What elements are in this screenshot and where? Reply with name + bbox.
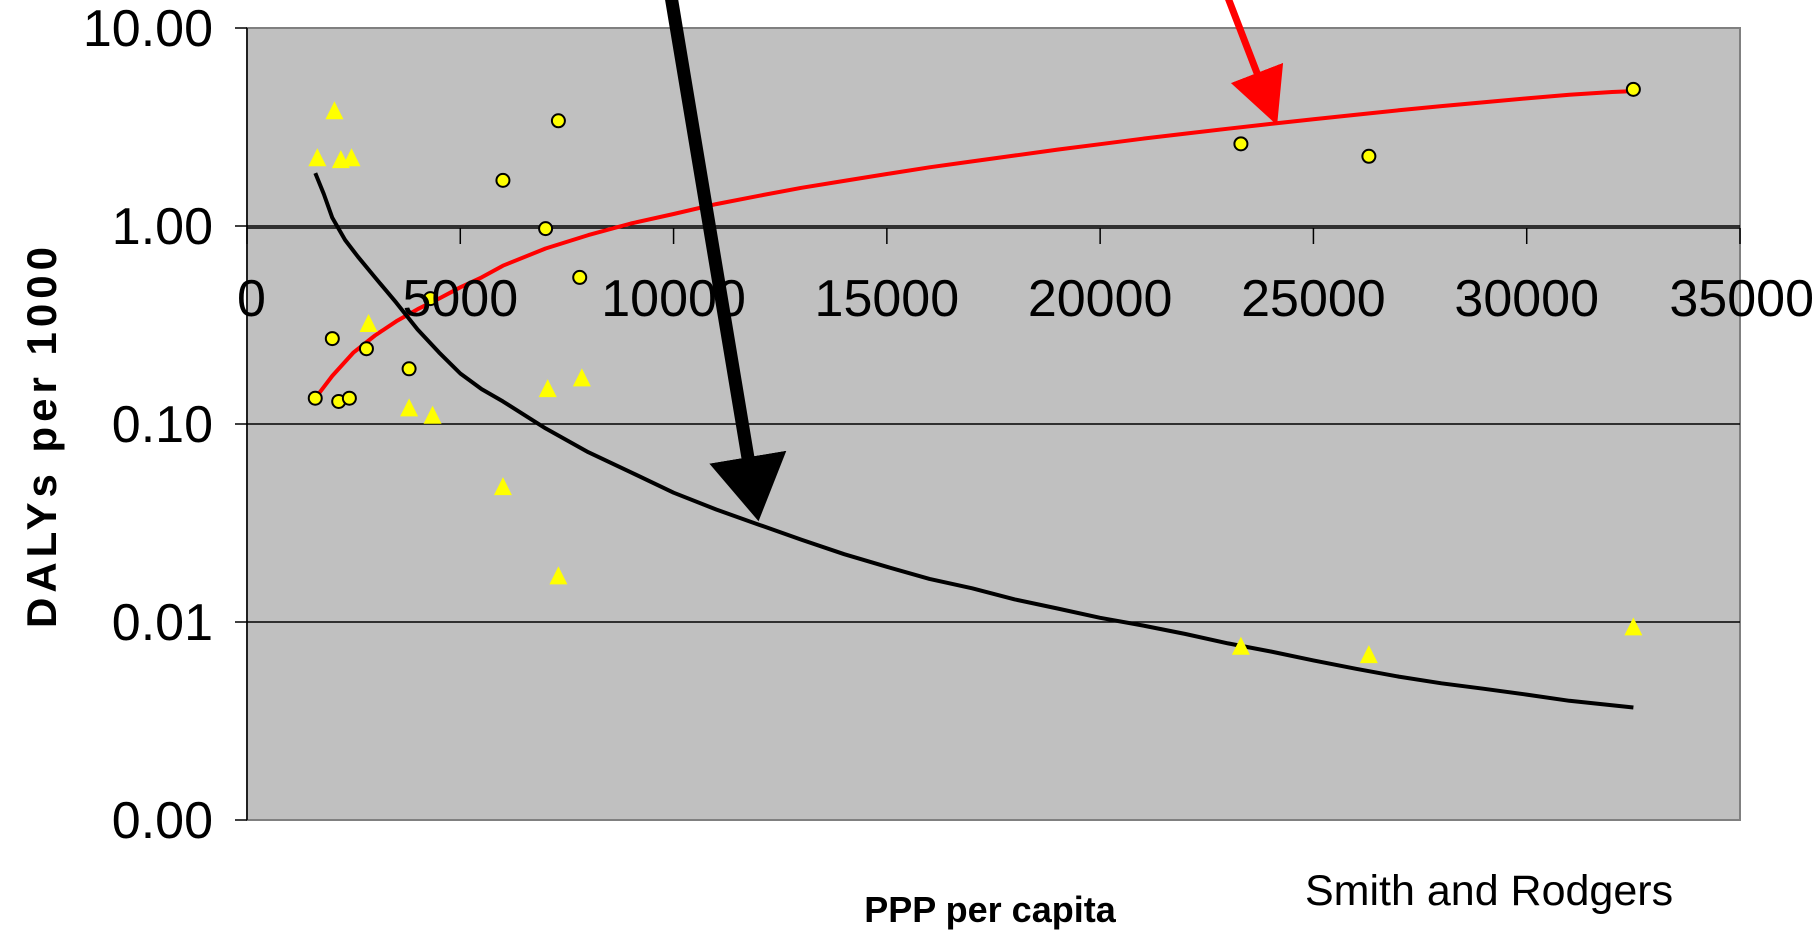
circle-point bbox=[358, 341, 374, 357]
x-tick-label: 15000 bbox=[815, 270, 960, 328]
black-pointer-arrow bbox=[665, 0, 787, 522]
triangle-point bbox=[1359, 645, 1378, 664]
triangle-point bbox=[400, 398, 419, 417]
y-tick-label: 1.00 bbox=[112, 198, 213, 256]
axes bbox=[235, 27, 1741, 821]
red-trend-line bbox=[313, 89, 1634, 400]
circle-point bbox=[401, 361, 417, 377]
x-axis-label: PPP per capita bbox=[864, 889, 1116, 930]
y-tick-label: 10.00 bbox=[83, 0, 213, 58]
x-tick-label: 30000 bbox=[1454, 270, 1599, 328]
x-tick-label: 35000 bbox=[1669, 270, 1814, 328]
triangle-point bbox=[549, 566, 568, 585]
triangle-point bbox=[359, 313, 378, 332]
circle-point bbox=[495, 172, 511, 188]
circle-point bbox=[1625, 81, 1641, 97]
y-tick-label: 0.00 bbox=[112, 792, 213, 850]
red-pointer-arrow bbox=[1225, 0, 1284, 126]
circle-point bbox=[422, 291, 438, 307]
triangle-point bbox=[308, 148, 327, 167]
tick-labels: 10.00 1.00 0.10 0.01 0.00 0 5000 10000 15000 2000… bbox=[83, 0, 1814, 850]
circle-point bbox=[572, 269, 588, 285]
x-tick-label: 0 bbox=[237, 270, 266, 328]
circle-point bbox=[341, 390, 357, 406]
triangle-point bbox=[325, 101, 344, 120]
triangle-point bbox=[493, 477, 512, 496]
data-points bbox=[307, 81, 1643, 664]
triangle-point bbox=[342, 148, 361, 167]
y-tick-label: 0.10 bbox=[112, 396, 213, 454]
x-tick-label: 10000 bbox=[601, 270, 746, 328]
circle-point bbox=[1233, 136, 1249, 152]
x-tick-label: 25000 bbox=[1241, 270, 1386, 328]
trend-curves bbox=[313, 89, 1634, 710]
triangle-point bbox=[423, 405, 442, 424]
triangle-point bbox=[1231, 636, 1250, 655]
circle-point bbox=[1361, 148, 1377, 164]
circle-point bbox=[550, 113, 566, 129]
triangle-point bbox=[538, 379, 557, 398]
circle-point bbox=[538, 221, 554, 237]
triangle-point bbox=[1624, 617, 1643, 636]
gridlines bbox=[247, 225, 1740, 623]
source-credit: Smith and Rodgers bbox=[1305, 867, 1673, 915]
x-tick-label: 5000 bbox=[402, 270, 518, 328]
y-tick-label: 0.01 bbox=[112, 594, 213, 652]
circle-point bbox=[324, 331, 340, 347]
y-axis-label: DALYs per 1000 bbox=[18, 242, 65, 628]
triangle-point bbox=[572, 368, 591, 387]
circle-point bbox=[307, 390, 323, 406]
black-trend-line bbox=[313, 172, 1634, 710]
x-tick-label: 20000 bbox=[1028, 270, 1173, 328]
